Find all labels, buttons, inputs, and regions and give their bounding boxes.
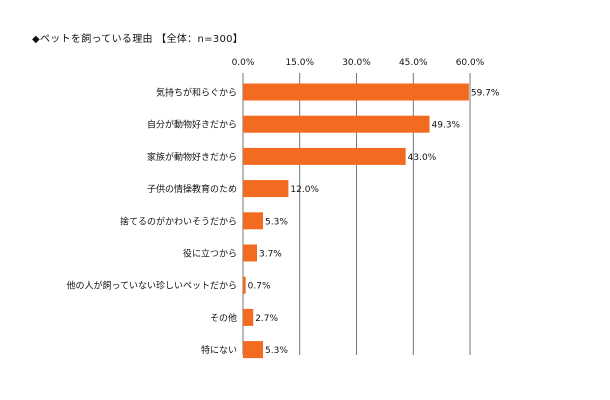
- bar: [243, 83, 469, 101]
- value-label: 5.3%: [265, 217, 288, 227]
- value-label: 12.0%: [290, 185, 319, 195]
- bar: [243, 308, 254, 326]
- value-label: 2.7%: [255, 314, 278, 324]
- category-label: 役に立つから: [183, 248, 237, 260]
- x-tick-label: 30.0%: [342, 58, 371, 68]
- x-tick-label: 0.0%: [232, 58, 255, 68]
- value-label: 59.7%: [471, 89, 500, 99]
- category-label: 家族が動物好きだから: [147, 151, 237, 163]
- bar: [243, 341, 264, 359]
- bar: [243, 276, 246, 294]
- tick-layer: 0.0% 15.0% 30.0% 45.0% 60.0%: [232, 58, 485, 68]
- value-label: 3.7%: [259, 250, 282, 260]
- category-label: 気持ちが和らぐから: [156, 87, 237, 99]
- bar-layer: [243, 83, 469, 359]
- value-label: 0.7%: [248, 282, 271, 292]
- bar: [243, 244, 257, 262]
- value-label: 43.0%: [408, 153, 437, 163]
- bar: [243, 180, 289, 198]
- bar: [243, 147, 406, 165]
- x-tick-label: 45.0%: [399, 58, 428, 68]
- x-tick-label: 15.0%: [285, 58, 314, 68]
- category-label: 自分が動物好きだから: [147, 119, 237, 131]
- x-tick-label: 60.0%: [456, 58, 485, 68]
- chart-title: ◆ペットを飼っている理由 【全体：n=300】: [32, 34, 244, 45]
- category-label: 子供の情操教育のため: [147, 183, 237, 195]
- value-label: 5.3%: [265, 346, 288, 356]
- bar: [243, 212, 264, 230]
- bar: [243, 115, 430, 133]
- category-label: 他の人が飼っていない珍しいペットだから: [66, 280, 237, 292]
- grid-layer: [242, 73, 471, 355]
- category-layer: 気持ちが和らぐから自分が動物好きだから家族が動物好きだから子供の情操教育のため捨…: [66, 87, 237, 357]
- category-label: その他: [210, 312, 237, 324]
- value-layer: 59.7% 49.3% 43.0% 12.0% 5.3% 3.7% 0.7% 2.7% 5.3%: [248, 89, 500, 357]
- category-label: 特にない: [201, 344, 237, 356]
- value-label: 49.3%: [432, 121, 461, 131]
- category-label: 捨てるのがかわいそうだから: [120, 215, 237, 227]
